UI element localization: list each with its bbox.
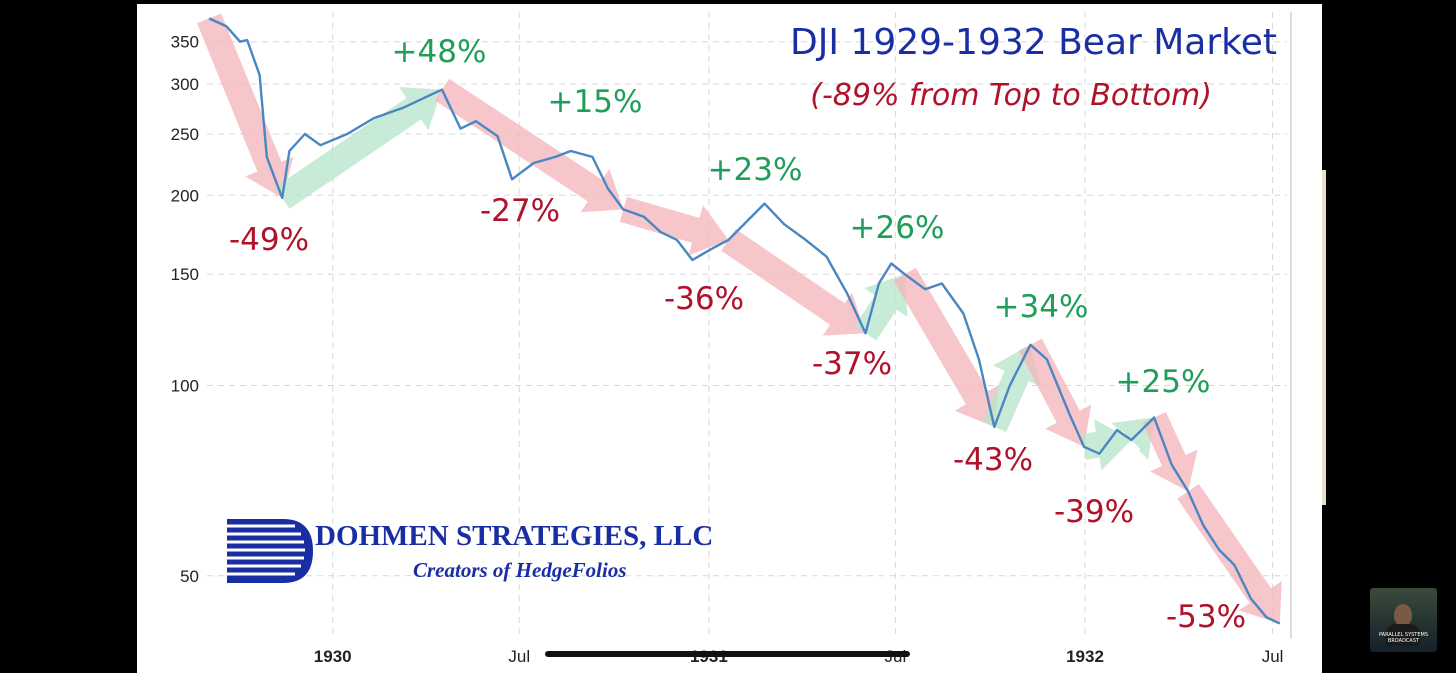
up-move-arrow [982,344,1041,433]
x-tick-label: Jul [508,647,530,666]
chart-title: DJI 1929-1932 Bear Market [790,22,1277,63]
x-tick-label: Jul [1262,647,1284,666]
down-move-label: -39% [1054,494,1134,530]
down-move-arrow [893,267,1000,427]
y-tick-label: 50 [180,567,199,586]
presenter-thumbnail[interactable]: PARALLEL SYSTEMS BROADCAST [1370,588,1437,652]
up-move-label: +25% [1116,364,1211,400]
down-move-label: -43% [953,442,1033,478]
up-move-label: +23% [708,152,803,188]
presenter-head [1394,604,1412,626]
y-tick-label: 200 [171,186,199,205]
down-move-label: -27% [480,193,560,229]
side-edge-strip [1322,170,1326,505]
presenter-body [1386,624,1420,646]
down-move-arrow [721,229,866,336]
company-name: DOHMEN STRATEGIES, LLC [315,520,714,552]
up-move-label: +26% [850,210,945,246]
down-move-arrow [1142,412,1198,492]
y-tick-label: 100 [171,377,199,396]
y-tick-label: 250 [171,125,199,144]
up-move-label: +15% [548,84,643,120]
x-tick-label: 1930 [314,647,352,666]
thumbnail-caption: PARALLEL SYSTEMS BROADCAST [1378,632,1429,644]
down-move-arrow [619,196,729,256]
down-move-label: -36% [664,281,744,317]
down-move-arrow [1018,338,1092,447]
chart-frame: 350300250200150100501930Jul1931Jul1932Ju… [137,4,1322,673]
down-move-label: -53% [1166,599,1246,635]
down-move-label: -49% [229,222,309,258]
video-scrubber[interactable] [545,651,910,657]
company-logo [225,519,313,583]
up-move-label: +34% [994,289,1089,325]
up-move-label: +48% [392,34,487,70]
down-move-arrow [197,13,294,198]
series-line [208,17,1281,625]
down-move-label: -37% [812,346,892,382]
y-tick-label: 350 [171,33,199,52]
company-tagline: Creators of HedgeFolios [413,558,627,582]
down-move-arrow [434,78,624,213]
chart-subtitle: (-89% from Top to Bottom) [810,78,1212,113]
x-tick-label: 1932 [1066,647,1104,666]
y-tick-label: 300 [171,75,199,94]
y-tick-label: 150 [171,265,199,284]
down-move-arrow [1177,484,1282,624]
up-move-arrow [274,87,442,209]
